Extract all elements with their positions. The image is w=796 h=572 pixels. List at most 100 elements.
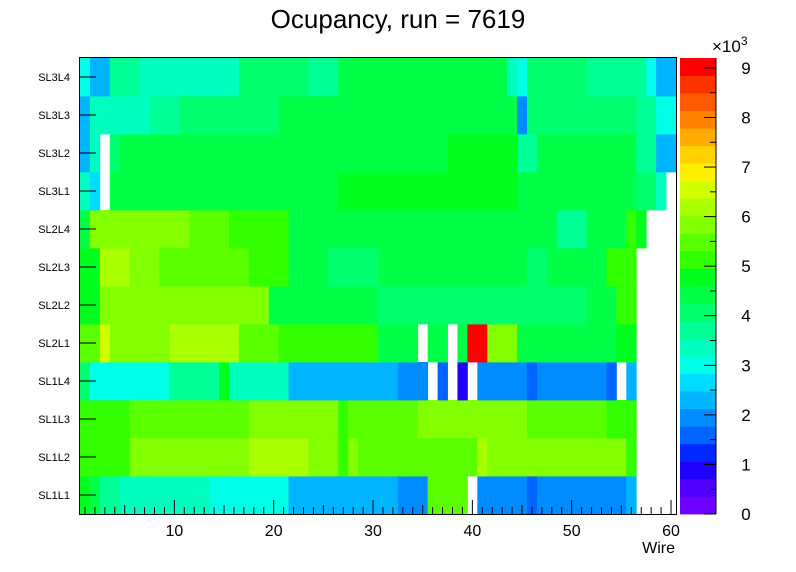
heatmap-cell — [238, 58, 299, 97]
color-scale-bin — [680, 128, 716, 147]
z-tick-label: 3 — [741, 356, 750, 375]
z-tick-label: 1 — [741, 455, 750, 474]
plot-frame — [79, 57, 677, 515]
heatmap-cell — [507, 58, 518, 97]
heatmap-cell — [288, 362, 399, 401]
heatmap-cell — [457, 362, 468, 401]
heatmap-cell — [656, 58, 677, 97]
heatmap-cell — [189, 210, 230, 249]
color-scale-bin — [680, 75, 716, 94]
heatmap-cells — [80, 58, 677, 515]
multiplier-exponent: 3 — [741, 34, 748, 48]
heatmap-cell — [119, 362, 170, 401]
multiplier-base: ×10 — [712, 37, 741, 56]
heatmap-cell — [89, 210, 190, 249]
heatmap-cell — [348, 438, 359, 477]
heatmap-cell — [378, 324, 419, 363]
heatmap-cell — [129, 248, 160, 287]
heatmap-cell — [606, 362, 617, 401]
heatmap-cell — [546, 248, 607, 287]
color-scale-multiplier: ×103 — [712, 34, 748, 56]
y-tick-label: SL3L3 — [38, 110, 70, 122]
color-scale-bin — [680, 496, 716, 515]
x-tick-label: 50 — [563, 523, 581, 540]
heatmap-cell — [517, 96, 528, 135]
heatmap-cell — [586, 324, 617, 363]
heatmap-cell — [636, 96, 657, 135]
heatmap-cell — [636, 134, 657, 173]
heatmap-cell — [338, 58, 508, 97]
heatmap-cell — [427, 324, 448, 363]
heatmap-cell — [248, 400, 339, 439]
z-tick-label: 2 — [741, 406, 750, 425]
heatmap-cell — [139, 58, 240, 97]
heatmap-cell — [268, 286, 379, 325]
y-tick-label: SL1L3 — [38, 414, 70, 426]
heatmap-cell — [298, 58, 309, 97]
heatmap-cell — [636, 210, 647, 249]
z-tick-label: 4 — [741, 307, 750, 326]
color-scale: 0 1 2 3 4 5 6 7 8 9 — [680, 58, 751, 524]
heatmap-cell — [447, 134, 518, 173]
y-tick-label: SL2L1 — [38, 338, 70, 350]
heatmap-cell — [219, 362, 230, 401]
heatmap-cell — [616, 286, 637, 325]
y-axis: SL1L1 SL1L2 SL1L3 SL1L4 SL2L1 SL2L2 SL2L3 SL2L4… — [38, 72, 96, 502]
y-tick-label: SL1L1 — [38, 490, 70, 502]
color-scale-bin — [680, 93, 716, 112]
heatmap-cell — [109, 134, 121, 173]
heatmap-cell — [487, 324, 518, 363]
y-tick-label: SL2L2 — [38, 300, 70, 312]
heatmap-cell — [238, 324, 280, 363]
z-tick-label: 0 — [741, 505, 750, 524]
heatmap-cell — [527, 96, 637, 135]
heatmap-cell — [99, 476, 121, 515]
heatmap-cell — [656, 134, 677, 173]
x-tick-label: 30 — [364, 523, 382, 540]
color-scale-bin — [680, 478, 716, 497]
heatmap-cell — [606, 248, 637, 287]
heatmap-cell — [229, 362, 289, 401]
heatmap-cell — [338, 438, 349, 477]
x-tick-label: 60 — [662, 523, 680, 540]
y-tick-label: SL3L4 — [38, 72, 70, 84]
color-scale-bin — [680, 215, 716, 234]
heatmap-cell — [527, 248, 548, 287]
x-tick-label: 10 — [165, 523, 183, 540]
heatmap-cell — [586, 58, 647, 97]
color-scale-bin — [680, 321, 716, 340]
z-tick-label: 8 — [741, 108, 750, 127]
heatmap-cell — [169, 362, 220, 401]
heatmap-cell — [477, 362, 528, 401]
heatmap-cell — [656, 172, 667, 211]
heatmap-cell — [427, 476, 468, 515]
heatmap-cell — [586, 286, 617, 325]
heatmap-cell — [378, 286, 478, 325]
heatmap-cell — [606, 400, 627, 439]
y-tick-label: SL1L2 — [38, 452, 70, 464]
color-scale-bin — [680, 356, 716, 375]
z-tick-label: 6 — [741, 208, 750, 227]
heatmap-cell — [278, 324, 379, 363]
z-tick-label: 7 — [741, 158, 750, 177]
heatmap-cell — [616, 324, 637, 363]
y-tick-label: SL3L2 — [38, 148, 70, 160]
heatmap-cell — [536, 362, 607, 401]
color-scale-bin — [680, 338, 716, 357]
heatmap-cell — [159, 248, 250, 287]
heatmap-cell — [626, 476, 637, 515]
heatmap-cell — [457, 324, 468, 363]
y-tick-label: SL1L4 — [38, 376, 70, 388]
z-tick-label: 5 — [741, 257, 750, 276]
color-scale-bin — [680, 145, 716, 164]
heatmap-cell — [308, 58, 339, 97]
x-tick-label: 20 — [265, 523, 283, 540]
heatmap-cell — [169, 324, 240, 363]
heatmap-cell — [556, 210, 587, 249]
heatmap-cell — [437, 362, 448, 401]
color-scale-bin — [680, 391, 716, 410]
heatmap-cell — [646, 58, 657, 97]
heatmap-cell — [99, 286, 270, 325]
heatmap-cell — [209, 476, 230, 515]
